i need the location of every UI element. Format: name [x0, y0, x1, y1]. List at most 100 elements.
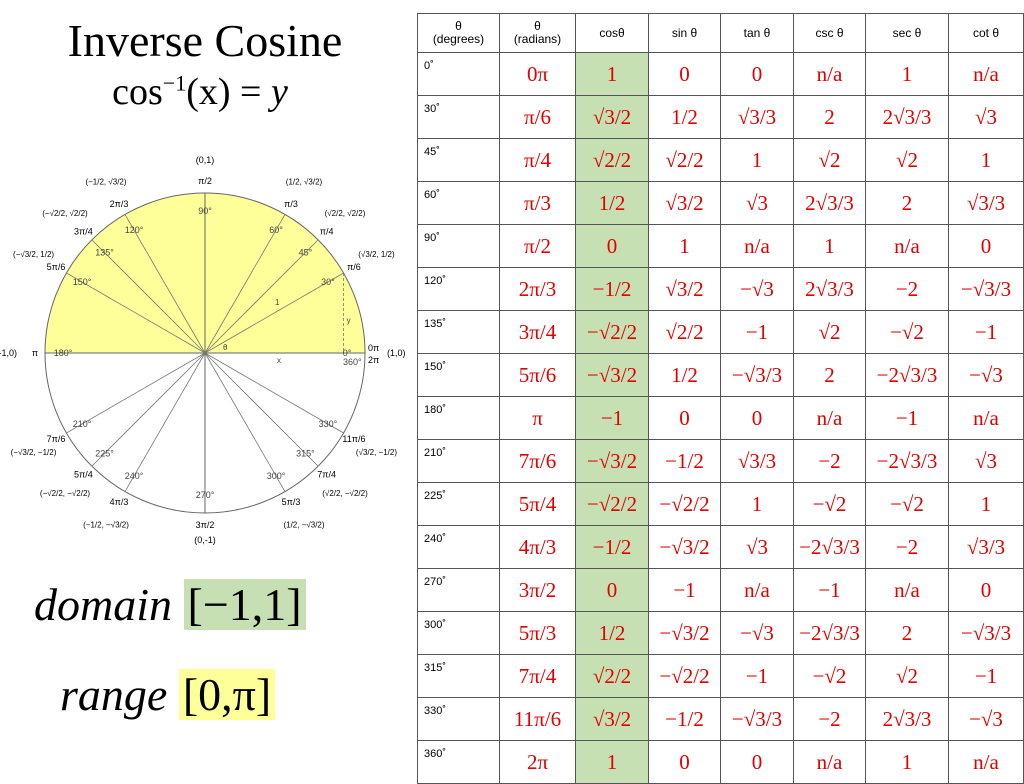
degree-cell: 180˚: [417, 396, 500, 440]
degree-cell: 315˚: [417, 654, 500, 698]
degree-cell: 60˚: [417, 181, 500, 225]
value-cell: 1: [575, 52, 649, 96]
column-header: cosθ: [575, 13, 649, 53]
degree-cell: 30˚: [417, 95, 500, 139]
value-cell: −√3: [720, 611, 794, 655]
value-cell: 2√3/3: [865, 697, 949, 741]
value-cell: 1: [948, 482, 1024, 526]
value-cell: √3/3: [720, 439, 794, 483]
value-cell: √2/2: [575, 138, 649, 182]
domain-value: [−1,1]: [183, 579, 306, 630]
value-cell: √3/3: [948, 525, 1024, 569]
degree-cell: 90˚: [417, 224, 500, 268]
coordinate-label: (−√2/2, −√2/2): [40, 489, 90, 498]
table-row: 330˚ 11π/6 √3/2 −1/2 −√3/3 −2 2√3/3 −√3: [417, 697, 1024, 741]
radian-label: 7π/4: [317, 470, 336, 480]
value-cell: 5π/3: [499, 611, 576, 655]
radian-label: π/6: [347, 262, 361, 272]
coordinate-label: (√3/2, 1/2): [358, 250, 395, 259]
column-header: θ (degrees): [417, 13, 500, 53]
degree-cell: 225˚: [417, 482, 500, 526]
table-body: 0˚ 0π 1 0 0 n/a 1 n/a 30˚ π/6 √3/2 1/2 √3/3 2 2√3/3 √3 4…: [417, 52, 1024, 784]
value-cell: 11π/6: [499, 697, 576, 741]
value-cell: √2/2: [575, 654, 649, 698]
value-cell: −√3/2: [648, 525, 721, 569]
value-cell: 1: [865, 52, 949, 96]
value-cell: −√2: [865, 482, 949, 526]
value-cell: 2√3/3: [865, 95, 949, 139]
degree-label: 225°: [95, 448, 114, 458]
value-cell: √3: [948, 95, 1024, 139]
value-cell: n/a: [793, 740, 866, 784]
value-cell: −2√3/3: [865, 353, 949, 397]
radian-label: 5π/6: [47, 262, 66, 272]
value-cell: n/a: [948, 396, 1024, 440]
value-cell: 0: [948, 568, 1024, 612]
value-cell: 5π/6: [499, 353, 576, 397]
table-row: 180˚ π −1 0 0 n/a −1 n/a: [417, 396, 1024, 440]
value-cell: −√3/2: [575, 439, 649, 483]
radius-line: [204, 352, 344, 434]
domain-statement: domain [−1,1]: [34, 578, 306, 631]
radian-label: 11π/6: [342, 434, 365, 444]
degree-label: 45°: [299, 248, 313, 258]
degree-label: 210°: [73, 419, 92, 429]
column-header: sec θ: [865, 13, 949, 53]
radian-label: 4π/3: [110, 497, 129, 507]
radius-line: [204, 239, 319, 354]
radian-label: π/2: [198, 176, 212, 186]
value-cell: n/a: [948, 52, 1024, 96]
value-cell: −2√3/3: [793, 525, 866, 569]
x-segment-label: x: [277, 356, 281, 365]
value-cell: n/a: [865, 568, 949, 612]
value-cell: −1: [865, 396, 949, 440]
coordinate-label: (−1/2, √3/2): [85, 178, 126, 187]
value-cell: −1/2: [648, 439, 721, 483]
radius-line: [204, 352, 286, 492]
value-cell: √3/2: [575, 95, 649, 139]
radian-label: 5π/3: [282, 497, 301, 507]
radius-label: 1: [275, 298, 280, 307]
radian-label: 2π/3: [110, 199, 129, 209]
value-cell: √3/3: [720, 95, 794, 139]
value-cell: 1/2: [648, 353, 721, 397]
value-cell: 1: [865, 740, 949, 784]
value-cell: √3/3: [948, 181, 1024, 225]
radius-line: [91, 352, 206, 467]
value-cell: 1: [720, 138, 794, 182]
coordinate-label: (√2/2, √2/2): [325, 209, 366, 218]
range-value: [0,π]: [178, 669, 276, 720]
value-cell: 2: [865, 611, 949, 655]
inverse-cosine-formula: cos−1(x) = y: [0, 70, 400, 114]
value-cell: 1: [575, 740, 649, 784]
column-header: csc θ: [793, 13, 866, 53]
value-cell: −2: [793, 439, 866, 483]
radius-line: [91, 239, 206, 354]
value-cell: −2: [865, 525, 949, 569]
table-row: 240˚ 4π/3 −1/2 −√3/2 √3 −2√3/3 −2 √3/3: [417, 525, 1024, 569]
radian-label: π/4: [320, 226, 334, 236]
value-cell: π/6: [499, 95, 576, 139]
page-title: Inverse Cosine: [67, 15, 343, 66]
value-cell: √2/2: [648, 310, 721, 354]
value-cell: π/2: [499, 224, 576, 268]
value-cell: 2π: [499, 740, 576, 784]
degree-cell: 270˚: [417, 568, 500, 612]
value-cell: √2: [865, 654, 949, 698]
table-row: 90˚ π/2 0 1 n/a 1 n/a 0: [417, 224, 1024, 268]
degree-cell: 240˚: [417, 525, 500, 569]
value-cell: −√2/2: [648, 482, 721, 526]
radian-label-2pi: 2π: [368, 355, 379, 365]
coordinate-label: (1/2, √3/2): [286, 178, 323, 187]
value-cell: 0: [648, 396, 721, 440]
table-row: 210˚ 7π/6 −√3/2 −1/2 √3/3 −2 −2√3/3 √3: [417, 439, 1024, 483]
value-cell: −√2: [793, 654, 866, 698]
radius-line: [124, 214, 206, 354]
value-cell: 0: [720, 396, 794, 440]
degree-label: 30°: [321, 277, 335, 287]
value-cell: −1: [948, 310, 1024, 354]
table-row: 0˚ 0π 1 0 0 n/a 1 n/a: [417, 52, 1024, 96]
value-cell: n/a: [793, 396, 866, 440]
